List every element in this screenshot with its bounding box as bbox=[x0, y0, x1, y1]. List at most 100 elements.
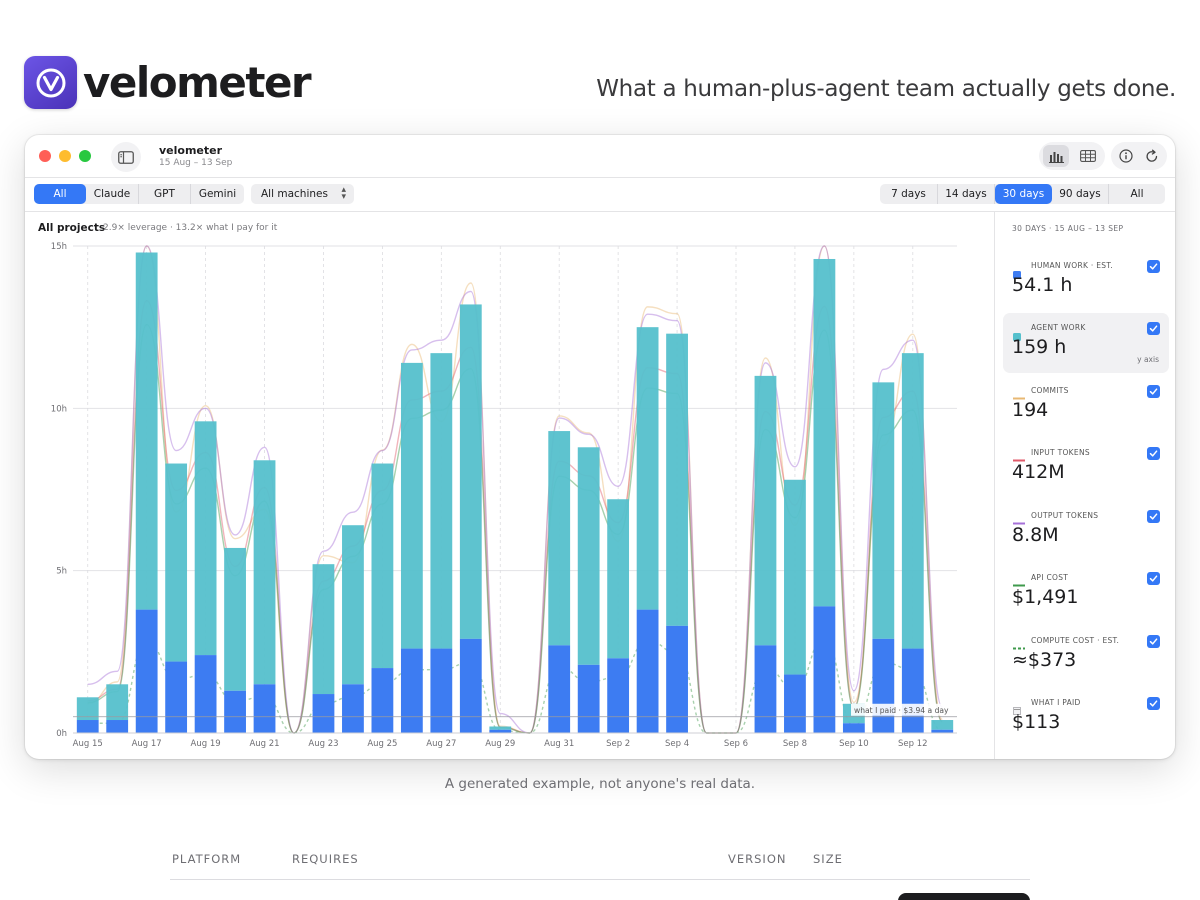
column-header: REQUIRES bbox=[292, 852, 359, 866]
human-work-bar bbox=[842, 723, 865, 733]
metric-card[interactable]: HUMAN WORK · EST. 54.1 h bbox=[1003, 251, 1169, 311]
x-tick-label: Aug 27 bbox=[426, 739, 456, 749]
zoom-window-button[interactable] bbox=[79, 150, 91, 162]
metric-label: COMMITS bbox=[1031, 386, 1069, 395]
machine-select[interactable]: All machines ▴ ▾ bbox=[251, 184, 354, 204]
info-button[interactable] bbox=[1114, 145, 1138, 167]
usage-chart: 0h 5h 10h 15h Aug 15 Aug 17 Aug 19 Aug 21 Aug 23… bbox=[51, 242, 957, 749]
checkbox-icon[interactable] bbox=[1147, 260, 1160, 273]
toolbar: All Claude GPT Gemini All machines ▴ ▾ 7 … bbox=[25, 178, 1175, 212]
metric-value: ≈$373 bbox=[1012, 649, 1077, 671]
agent-work-bar bbox=[400, 362, 423, 649]
provider-option[interactable]: Claude bbox=[86, 184, 139, 204]
download-button[interactable] bbox=[898, 893, 1030, 900]
metric-swatch bbox=[1013, 639, 1026, 658]
commits-line bbox=[87, 245, 943, 734]
human-work-bar bbox=[459, 638, 482, 733]
metric-swatch bbox=[1013, 327, 1022, 346]
metric-label: COMPUTE COST · EST. bbox=[1031, 636, 1120, 645]
metric-swatch bbox=[1013, 451, 1026, 470]
range-option[interactable]: 7 days bbox=[880, 184, 938, 204]
checkbox-icon[interactable] bbox=[1147, 385, 1160, 398]
agent-work-bar bbox=[430, 353, 453, 649]
checkbox-icon[interactable] bbox=[1147, 697, 1160, 710]
metrics-panel: 30 DAYS · 15 AUG – 13 SEP HUMAN WORK · E… bbox=[994, 212, 1175, 759]
agent-work-bar bbox=[224, 547, 246, 691]
agent-work-bar bbox=[666, 333, 688, 626]
chart-area: 0h 5h 10h 15h Aug 15 Aug 17 Aug 19 Aug 21 Aug 23… bbox=[25, 212, 994, 759]
human-work-bar bbox=[931, 729, 954, 733]
metric-card[interactable]: WHAT I PAID $113 bbox=[1003, 688, 1169, 748]
agent-work-bar bbox=[754, 375, 777, 646]
app-window: velometer 15 Aug – 13 Sep bbox=[25, 135, 1175, 759]
sidebar-toggle-icon bbox=[118, 150, 134, 164]
metric-swatch bbox=[1013, 514, 1026, 533]
metric-value: 412M bbox=[1012, 461, 1065, 483]
agent-work-bar bbox=[901, 353, 924, 649]
provider-option[interactable]: All bbox=[34, 184, 86, 204]
agent-work-bar bbox=[371, 463, 394, 669]
checkbox-icon[interactable] bbox=[1147, 572, 1160, 585]
metric-value: 194 bbox=[1012, 399, 1049, 421]
range-option[interactable]: 90 days bbox=[1052, 184, 1109, 204]
metric-card[interactable]: AGENT WORK 159 h y axis bbox=[1003, 313, 1169, 373]
human-work-bar bbox=[342, 684, 364, 733]
human-work-bar bbox=[312, 694, 335, 733]
y-tick-label: 0h bbox=[56, 729, 67, 739]
y-tick-label: 15h bbox=[51, 242, 67, 252]
human-work-bar bbox=[106, 720, 129, 733]
refresh-button[interactable] bbox=[1140, 145, 1164, 167]
velometer-logo-icon bbox=[24, 56, 77, 109]
agent-work-bar bbox=[489, 726, 512, 730]
window-title: velometer bbox=[159, 144, 223, 157]
sidebar-toggle-button[interactable] bbox=[111, 142, 141, 172]
y-tick-label: 5h bbox=[56, 567, 67, 577]
agent-work-bar bbox=[784, 479, 806, 675]
refresh-icon bbox=[1146, 149, 1158, 162]
checkbox-icon[interactable] bbox=[1147, 635, 1160, 648]
human-work-bar bbox=[194, 655, 217, 733]
x-tick-label: Sep 8 bbox=[783, 739, 807, 749]
human-work-bar bbox=[784, 674, 806, 733]
x-tick-label: Aug 15 bbox=[73, 739, 103, 749]
x-tick-label: Sep 10 bbox=[839, 739, 869, 749]
metric-card[interactable]: INPUT TOKENS 412M bbox=[1003, 438, 1169, 498]
agent-work-bar bbox=[165, 463, 188, 662]
range-option[interactable]: All bbox=[1130, 188, 1144, 200]
human-work-bar bbox=[636, 609, 659, 733]
metric-card[interactable]: COMPUTE COST · EST. ≈$373 bbox=[1003, 626, 1169, 686]
metric-value: 159 h bbox=[1012, 336, 1067, 358]
metric-card[interactable]: API COST $1,491 bbox=[1003, 563, 1169, 623]
x-tick-label: Sep 2 bbox=[606, 739, 630, 749]
metric-axis-label: y axis bbox=[1137, 355, 1159, 364]
human-work-bar bbox=[135, 609, 158, 733]
human-work-bar bbox=[577, 664, 600, 733]
checkbox-icon[interactable] bbox=[1147, 322, 1160, 335]
x-tick-label: Aug 29 bbox=[485, 739, 515, 749]
human-work-bar bbox=[489, 729, 512, 733]
range-option[interactable]: 30 days bbox=[995, 184, 1052, 204]
provider-option[interactable]: GPT bbox=[139, 184, 191, 204]
metric-swatch bbox=[1013, 576, 1026, 595]
agent-work-bar bbox=[342, 525, 364, 685]
close-window-button[interactable] bbox=[39, 150, 51, 162]
metric-swatch bbox=[1013, 389, 1026, 408]
agent-work-bar bbox=[813, 258, 836, 607]
provider-option[interactable]: Gemini bbox=[198, 188, 237, 200]
minimize-window-button[interactable] bbox=[59, 150, 71, 162]
metric-card[interactable]: COMMITS 194 bbox=[1003, 376, 1169, 436]
range-option[interactable]: 14 days bbox=[938, 184, 995, 204]
bar-chart-icon bbox=[1048, 151, 1064, 163]
checkbox-icon[interactable] bbox=[1147, 510, 1160, 523]
metric-label: INPUT TOKENS bbox=[1031, 448, 1090, 457]
chart-view-button[interactable] bbox=[1043, 145, 1069, 167]
checkbox-icon[interactable] bbox=[1147, 447, 1160, 460]
view-switcher bbox=[1039, 142, 1105, 170]
human-work-bar bbox=[607, 658, 630, 733]
human-work-bar bbox=[371, 668, 394, 733]
agent-work-bar bbox=[459, 304, 482, 639]
metric-card[interactable]: OUTPUT TOKENS 8.8M bbox=[1003, 501, 1169, 561]
what-i-paid-label: what I paid · $3.94 a day bbox=[854, 706, 949, 715]
table-view-button[interactable] bbox=[1075, 145, 1101, 167]
metric-value: 54.1 h bbox=[1012, 274, 1073, 296]
